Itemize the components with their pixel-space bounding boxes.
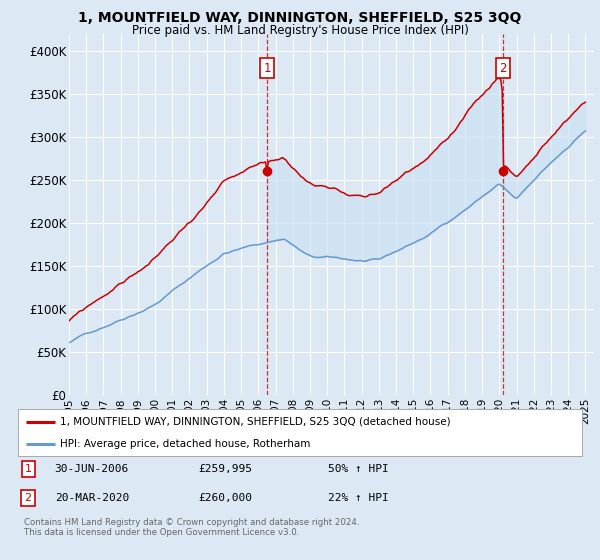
Text: 1, MOUNTFIELD WAY, DINNINGTON, SHEFFIELD, S25 3QQ (detached house): 1, MOUNTFIELD WAY, DINNINGTON, SHEFFIELD… [60,417,451,427]
Text: 2: 2 [25,493,32,503]
Text: 1: 1 [263,62,271,74]
Text: £259,995: £259,995 [199,464,253,474]
Text: 22% ↑ HPI: 22% ↑ HPI [328,493,389,503]
Text: 1: 1 [25,464,32,474]
Text: HPI: Average price, detached house, Rotherham: HPI: Average price, detached house, Roth… [60,438,311,449]
Text: 50% ↑ HPI: 50% ↑ HPI [328,464,389,474]
Text: 1, MOUNTFIELD WAY, DINNINGTON, SHEFFIELD, S25 3QQ: 1, MOUNTFIELD WAY, DINNINGTON, SHEFFIELD… [79,11,521,25]
Text: Contains HM Land Registry data © Crown copyright and database right 2024.
This d: Contains HM Land Registry data © Crown c… [24,518,359,538]
Text: 30-JUN-2006: 30-JUN-2006 [55,464,129,474]
Text: Price paid vs. HM Land Registry's House Price Index (HPI): Price paid vs. HM Land Registry's House … [131,24,469,36]
Text: 20-MAR-2020: 20-MAR-2020 [55,493,129,503]
Text: 2: 2 [499,62,506,74]
Text: £260,000: £260,000 [199,493,253,503]
